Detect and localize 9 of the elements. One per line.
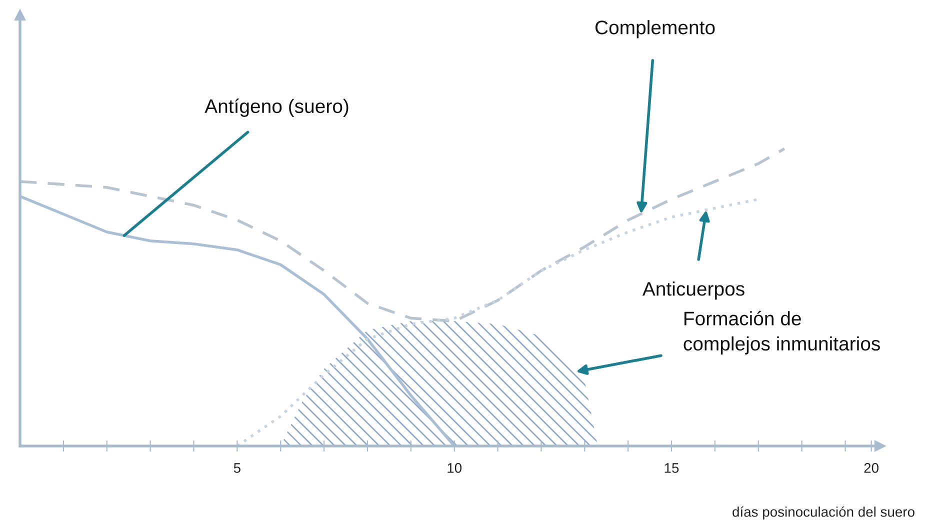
- x-tick-label: 15: [664, 463, 679, 473]
- x-tick-label: 10: [448, 463, 462, 473]
- annotation: Complemento: [595, 20, 715, 38]
- annotation: Formación de complejos inmunitarios: [684, 310, 880, 354]
- x-axis-title: días posinoculación del suero: [732, 506, 914, 520]
- x-tick-label: 20: [864, 463, 878, 473]
- annotation: Antígeno (suero): [204, 98, 348, 117]
- annotation: Anticuerpos: [642, 281, 744, 300]
- x-tick-label: 5: [234, 463, 240, 473]
